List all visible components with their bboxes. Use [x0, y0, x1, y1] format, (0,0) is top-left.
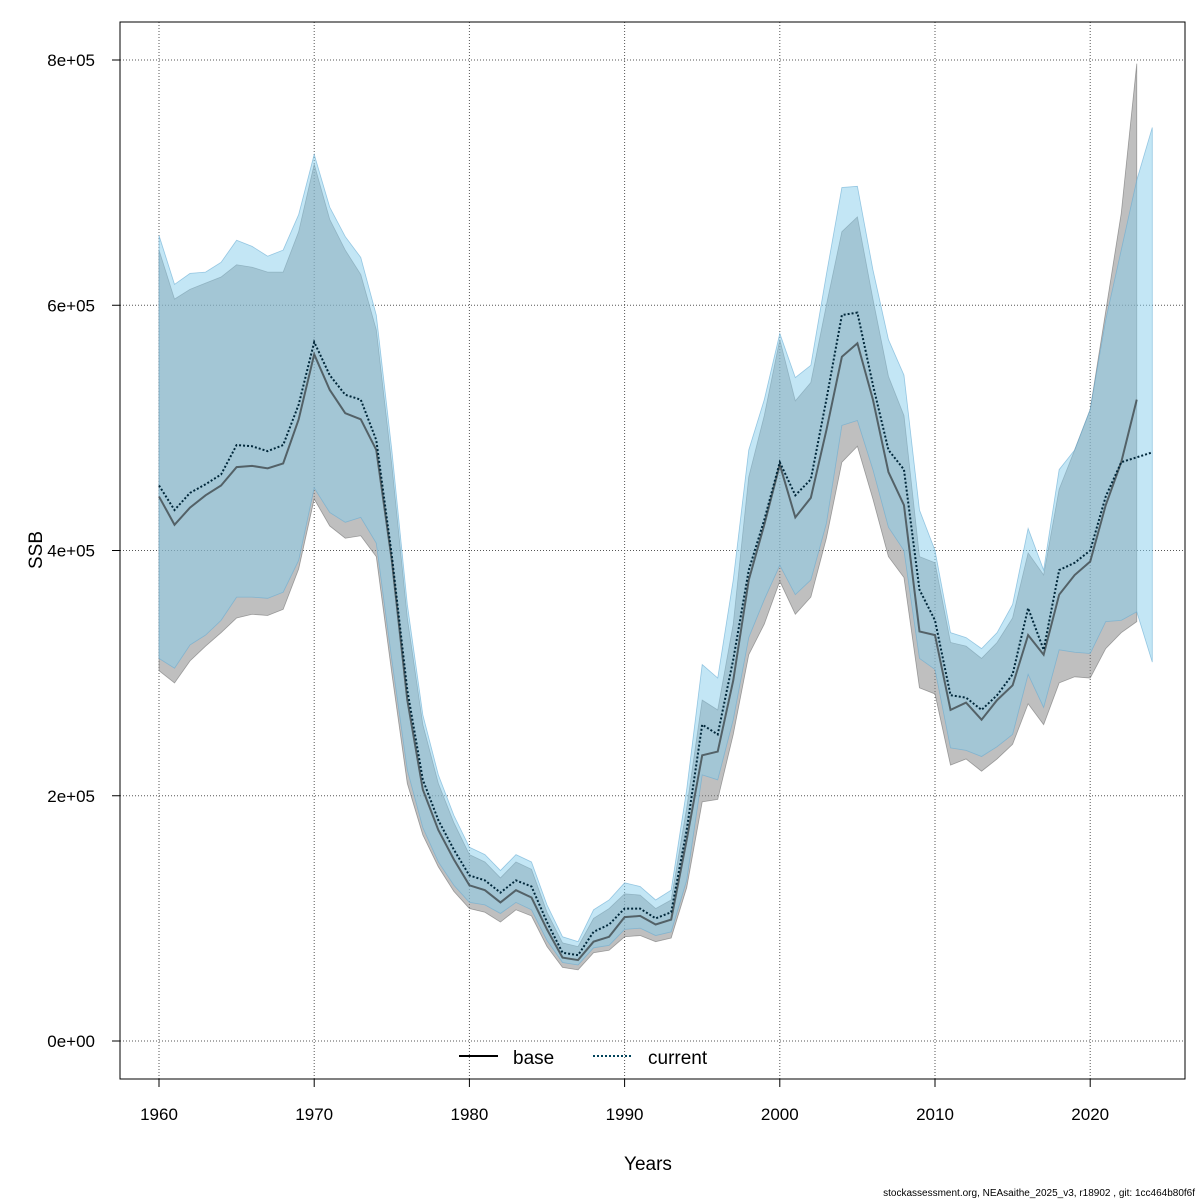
x-tick-label: 2010	[916, 1105, 954, 1124]
y-tick-label: 8e+05	[47, 51, 95, 70]
y-tick-label: 4e+05	[47, 542, 95, 561]
legend: base current	[459, 1048, 708, 1069]
legend-base-label: base	[513, 1048, 554, 1069]
y-tick-label: 2e+05	[47, 787, 95, 806]
x-tick-label: 1960	[140, 1105, 178, 1124]
x-tick-label: 2020	[1071, 1105, 1109, 1124]
confidence-bands	[158, 63, 1153, 971]
series-lines	[158, 311, 1153, 962]
y-axis-label: SSB	[26, 531, 47, 569]
y-axis: 0e+00 2e+05 4e+05 6e+05 8e+05	[47, 51, 120, 1051]
x-tick-label: 1970	[295, 1105, 333, 1124]
y-tick-label: 6e+05	[47, 296, 95, 315]
x-tick-label: 2000	[761, 1105, 799, 1124]
x-axis-label: Years	[624, 1154, 672, 1175]
x-tick-label: 1980	[450, 1105, 488, 1124]
x-axis: 1960 1970 1980 1990 2000 2010 2020	[140, 1079, 1109, 1124]
legend-current-label: current	[648, 1048, 708, 1069]
x-tick-label: 1990	[606, 1105, 644, 1124]
y-tick-label: 0e+00	[47, 1032, 95, 1051]
footer-credit: stockassessment.org, NEAsaithe_2025_v3, …	[883, 1188, 1195, 1199]
current-confidence-band	[158, 127, 1153, 966]
base-line	[158, 341, 1138, 962]
